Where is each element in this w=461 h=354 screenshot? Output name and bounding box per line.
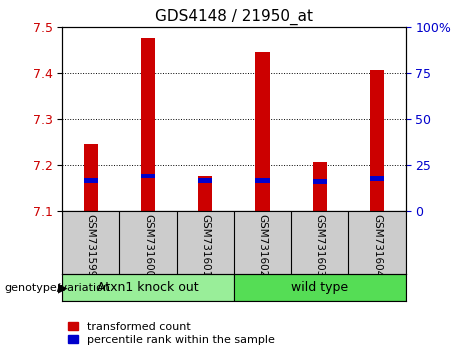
Text: GSM731603: GSM731603 [315, 214, 325, 277]
Bar [313, 179, 327, 184]
Bar [84, 144, 98, 211]
Bar [84, 178, 98, 183]
Text: wild type: wild type [291, 281, 349, 294]
Text: GSM731600: GSM731600 [143, 214, 153, 277]
Text: GSM731604: GSM731604 [372, 214, 382, 277]
Bar [141, 38, 155, 211]
Bar [255, 178, 270, 183]
Title: GDS4148 / 21950_at: GDS4148 / 21950_at [155, 9, 313, 25]
Text: GSM731602: GSM731602 [258, 214, 267, 277]
Bar [370, 176, 384, 181]
Bar [234, 274, 406, 301]
Bar [370, 70, 384, 211]
Bar [141, 174, 155, 178]
Legend: transformed count, percentile rank within the sample: transformed count, percentile rank withi… [68, 322, 275, 345]
Text: GSM731599: GSM731599 [86, 214, 96, 277]
Text: GSM731601: GSM731601 [201, 214, 210, 277]
Text: ▶: ▶ [58, 281, 68, 294]
Bar [198, 176, 213, 211]
Bar [313, 162, 327, 211]
Bar [62, 274, 234, 301]
Text: Atxn1 knock out: Atxn1 knock out [97, 281, 199, 294]
Bar [255, 52, 270, 211]
Text: genotype/variation: genotype/variation [5, 282, 111, 293]
Bar [198, 178, 213, 183]
